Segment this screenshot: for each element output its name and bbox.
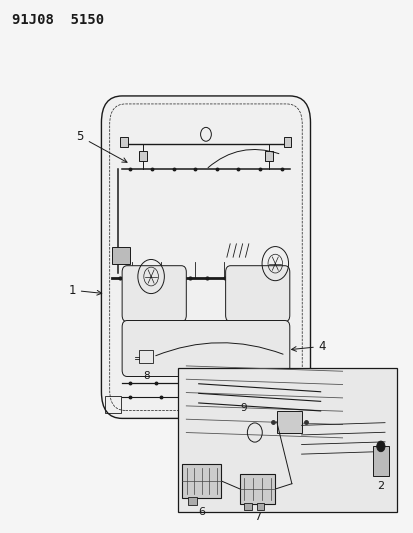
Text: 4: 4 bbox=[291, 340, 325, 353]
Bar bbox=[256, 503, 263, 510]
Bar bbox=[178, 368, 396, 512]
Bar bbox=[290, 396, 306, 413]
Bar bbox=[240, 474, 275, 504]
Text: 3: 3 bbox=[180, 392, 193, 416]
Text: 8: 8 bbox=[142, 372, 149, 382]
Bar bbox=[372, 446, 388, 475]
FancyBboxPatch shape bbox=[122, 320, 289, 376]
Bar bbox=[276, 411, 301, 433]
Text: 91J08  5150: 91J08 5150 bbox=[12, 13, 104, 27]
Circle shape bbox=[376, 441, 384, 452]
FancyBboxPatch shape bbox=[101, 96, 310, 418]
Text: 7: 7 bbox=[254, 512, 261, 522]
Bar bbox=[139, 151, 146, 161]
Bar bbox=[112, 247, 130, 264]
Bar bbox=[283, 137, 291, 147]
Bar bbox=[188, 497, 196, 505]
FancyBboxPatch shape bbox=[122, 266, 186, 322]
Bar bbox=[182, 464, 221, 498]
Bar bbox=[265, 151, 272, 161]
Bar bbox=[138, 350, 153, 363]
Text: 2: 2 bbox=[376, 481, 384, 491]
Text: 1: 1 bbox=[68, 284, 102, 297]
Text: 5: 5 bbox=[76, 130, 127, 163]
Text: 6: 6 bbox=[198, 507, 205, 516]
Bar bbox=[120, 137, 128, 147]
Text: 9: 9 bbox=[240, 403, 247, 413]
FancyBboxPatch shape bbox=[225, 266, 289, 322]
Bar bbox=[104, 396, 121, 413]
Bar bbox=[244, 503, 251, 510]
